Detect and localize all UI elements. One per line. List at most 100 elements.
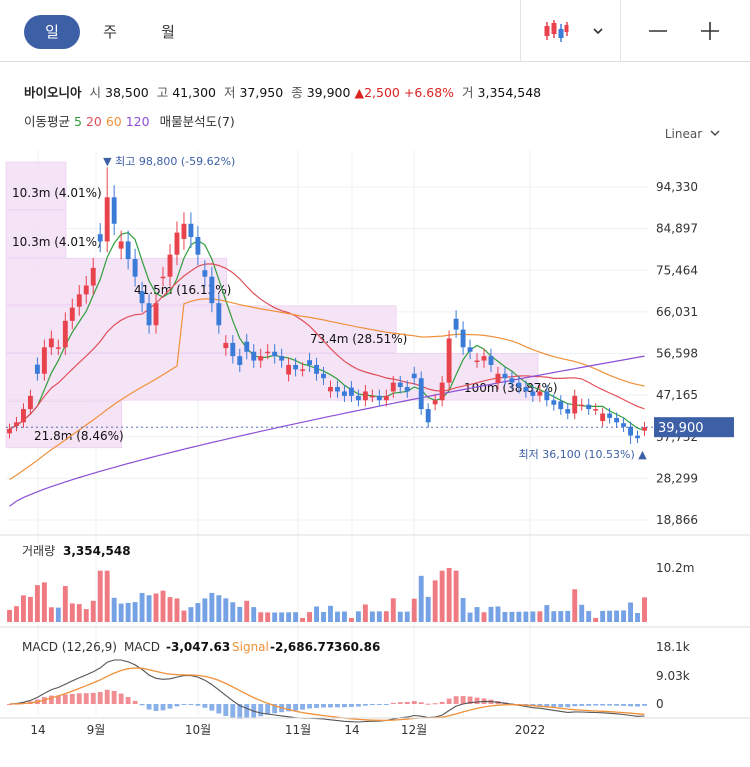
macd-histogram-bar xyxy=(551,704,557,707)
candle-body xyxy=(607,413,613,418)
candle-body xyxy=(390,382,396,392)
volume-bar xyxy=(362,604,368,622)
tab-day[interactable]: 일 xyxy=(24,15,80,49)
volume-bar xyxy=(621,610,627,622)
volume-bar xyxy=(544,605,550,622)
macd-histogram-bar xyxy=(397,702,403,704)
candle-body xyxy=(7,428,12,434)
macd-panel-label: MACD (12,26,9) xyxy=(22,640,117,654)
macd-histogram-bar xyxy=(90,692,96,704)
macd-histogram-bar xyxy=(383,704,389,705)
macd-histogram-bar xyxy=(376,704,382,705)
chevron-down-icon xyxy=(710,130,720,136)
macd-histogram-bar xyxy=(125,697,131,704)
change-percent: +6.68% xyxy=(403,85,455,100)
candle-body xyxy=(307,360,312,365)
macd-histogram-bar xyxy=(488,699,494,704)
zoom-in-button[interactable] xyxy=(692,0,728,62)
zoom-out-button[interactable] xyxy=(640,0,676,62)
macd-histogram-bar xyxy=(286,704,292,712)
volume-axis-label: 10.2m xyxy=(656,561,694,575)
volume-label: 거 xyxy=(462,85,474,100)
macd-histogram-bar xyxy=(7,704,12,705)
chart-type-button[interactable] xyxy=(536,0,576,62)
candle-body xyxy=(502,373,508,379)
volume-bar xyxy=(258,612,264,622)
macd-axis-label: 18.1k xyxy=(656,640,690,654)
volume-bar xyxy=(307,612,312,622)
toolbar-divider xyxy=(520,0,521,62)
volume-bar xyxy=(132,602,138,622)
volume-bar xyxy=(348,617,354,622)
volume-bar xyxy=(369,611,375,622)
macd-histogram-bar xyxy=(530,704,536,707)
candle-body xyxy=(244,341,250,352)
macd-histogram-bar xyxy=(628,704,633,707)
scale-mode-label: Linear xyxy=(664,127,703,141)
macd-histogram-bar xyxy=(335,704,340,708)
volume-bar xyxy=(125,602,131,622)
macd-histogram-bar xyxy=(314,704,319,708)
time-tick-label: 14 xyxy=(344,723,359,737)
volume-bar xyxy=(530,611,536,622)
scale-mode-dropdown[interactable]: Linear xyxy=(665,127,720,141)
volume-bar xyxy=(118,603,124,622)
toolbar-divider xyxy=(620,0,621,62)
macd-histogram-bar xyxy=(167,704,173,709)
macd-histogram-bar xyxy=(572,704,578,707)
macd-histogram-bar xyxy=(355,704,361,707)
high-label: 고 xyxy=(156,85,169,100)
candle-body xyxy=(55,347,61,349)
macd-histogram-bar xyxy=(404,701,410,704)
candle-body xyxy=(579,404,585,407)
macd-histogram-bar xyxy=(390,702,396,704)
volume-panel-value: 3,354,548 xyxy=(63,544,131,558)
volume-bar xyxy=(502,611,508,622)
candle-body xyxy=(418,378,424,410)
candle-body xyxy=(251,351,257,361)
chart-grid xyxy=(6,150,648,715)
ma5-label: 5 xyxy=(74,114,82,129)
macd-histogram-bar xyxy=(348,704,354,707)
volume-bar xyxy=(579,604,585,622)
ma120-line xyxy=(9,355,645,507)
ma5-line xyxy=(9,231,645,431)
macd-histogram-bar xyxy=(509,703,515,705)
ma60-line xyxy=(9,298,645,481)
time-tick-label: 2022 xyxy=(515,723,546,737)
macd-histogram-bar xyxy=(418,702,424,704)
tab-week[interactable]: 주 xyxy=(103,23,117,41)
volume-bar xyxy=(293,612,299,622)
ma60-label: 60 xyxy=(105,114,122,129)
macd-histogram-bar xyxy=(104,689,110,704)
volume-bar xyxy=(41,582,47,622)
candle-body xyxy=(362,391,368,401)
candle-body xyxy=(181,223,187,239)
price-tick-label: 94,330 xyxy=(656,180,698,194)
macd-line xyxy=(9,659,645,723)
volume-bar xyxy=(279,612,285,622)
volume-bar xyxy=(62,586,68,622)
candle-body xyxy=(467,347,473,352)
volume-bar xyxy=(607,610,613,622)
chevron-down-icon xyxy=(593,28,603,35)
last-price-value: 39,900 xyxy=(658,421,704,436)
profile-label: 73.4m (28.51%) xyxy=(310,332,407,346)
macd-histogram-bar xyxy=(132,700,138,704)
macd-histogram-bar xyxy=(265,704,271,715)
macd-histogram-bar xyxy=(516,704,522,705)
candle-body xyxy=(530,391,536,396)
candle-body xyxy=(286,364,292,375)
tab-month[interactable]: 월 xyxy=(161,23,175,41)
candle-body xyxy=(628,426,633,436)
volume-bar xyxy=(453,570,459,622)
ma20-line xyxy=(9,263,645,430)
candle-body xyxy=(293,364,299,370)
candle-body xyxy=(279,356,285,361)
chart-type-dropdown[interactable] xyxy=(584,0,612,62)
macd-histogram-bar xyxy=(635,704,640,707)
volume-bar xyxy=(83,609,89,622)
macd-histogram-bar xyxy=(111,690,117,704)
candle-body xyxy=(558,401,564,410)
ma-legend[interactable]: 이동평균 5 20 60 120 매물분석도(7) xyxy=(24,111,235,130)
